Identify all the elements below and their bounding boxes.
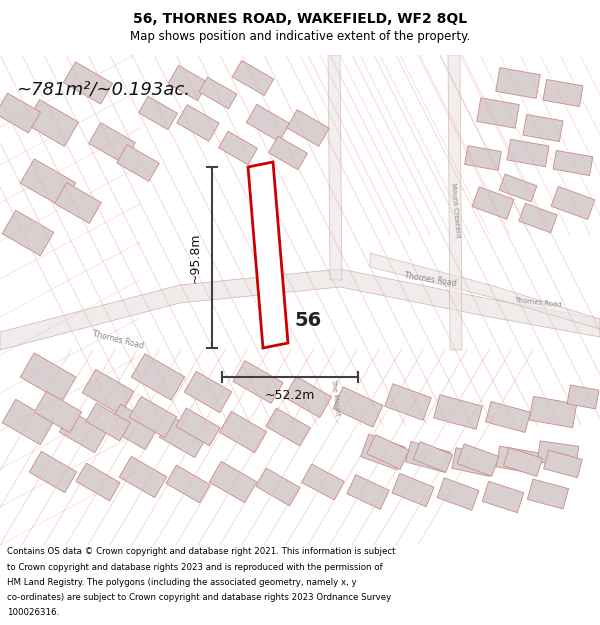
Polygon shape	[34, 391, 82, 432]
Polygon shape	[482, 481, 524, 512]
Polygon shape	[2, 399, 54, 445]
Polygon shape	[0, 93, 40, 133]
Polygon shape	[29, 451, 77, 493]
Polygon shape	[448, 55, 462, 350]
Polygon shape	[76, 463, 120, 501]
Polygon shape	[218, 131, 257, 165]
Text: Mount Crescent: Mount Crescent	[449, 182, 460, 238]
Polygon shape	[457, 444, 499, 476]
Polygon shape	[20, 353, 76, 401]
Polygon shape	[248, 162, 288, 348]
Polygon shape	[184, 371, 232, 413]
Polygon shape	[333, 387, 383, 427]
Polygon shape	[284, 376, 332, 418]
Text: 56: 56	[294, 311, 321, 329]
Polygon shape	[287, 109, 329, 146]
Text: 56, THORNES ROAD, WAKEFIELD, WF2 8QL: 56, THORNES ROAD, WAKEFIELD, WF2 8QL	[133, 12, 467, 26]
Polygon shape	[2, 210, 54, 256]
Text: 100026316.: 100026316.	[7, 608, 59, 618]
Polygon shape	[232, 61, 274, 96]
Polygon shape	[496, 68, 540, 98]
Polygon shape	[464, 146, 502, 170]
Polygon shape	[209, 461, 257, 503]
Text: ~95.8m: ~95.8m	[189, 232, 202, 282]
Text: Contains OS data © Crown copyright and database right 2021. This information is : Contains OS data © Crown copyright and d…	[7, 548, 396, 556]
Polygon shape	[406, 441, 451, 472]
Polygon shape	[117, 144, 159, 181]
Polygon shape	[477, 98, 519, 128]
Polygon shape	[485, 401, 530, 432]
Polygon shape	[168, 66, 208, 101]
Polygon shape	[59, 411, 107, 452]
Polygon shape	[86, 403, 130, 441]
Polygon shape	[527, 479, 569, 509]
Polygon shape	[544, 450, 583, 478]
Polygon shape	[256, 468, 300, 506]
Text: co-ordinates) are subject to Crown copyright and database rights 2023 Ordnance S: co-ordinates) are subject to Crown copyr…	[7, 593, 391, 602]
Polygon shape	[328, 55, 342, 280]
Polygon shape	[413, 442, 453, 472]
Polygon shape	[347, 474, 389, 509]
Text: The Mount: The Mount	[330, 378, 340, 416]
Polygon shape	[499, 174, 537, 202]
Polygon shape	[177, 104, 219, 141]
Text: Thornes Road: Thornes Road	[92, 329, 145, 351]
Polygon shape	[452, 448, 494, 476]
Polygon shape	[0, 269, 600, 350]
Polygon shape	[437, 478, 479, 510]
Polygon shape	[551, 186, 595, 219]
Polygon shape	[129, 396, 177, 437]
Polygon shape	[367, 434, 409, 469]
Text: to Crown copyright and database rights 2023 and is reproduced with the permissio: to Crown copyright and database rights 2…	[7, 562, 383, 572]
Polygon shape	[166, 465, 210, 503]
Polygon shape	[266, 408, 310, 446]
Polygon shape	[233, 361, 283, 403]
Polygon shape	[370, 253, 600, 329]
Polygon shape	[199, 77, 237, 109]
Polygon shape	[472, 187, 514, 219]
Text: ~52.2m: ~52.2m	[265, 389, 315, 402]
Text: Thornes Road: Thornes Road	[403, 271, 457, 289]
Polygon shape	[64, 62, 113, 104]
Polygon shape	[503, 448, 542, 476]
Text: Map shows position and indicative extent of the property.: Map shows position and indicative extent…	[130, 30, 470, 43]
Polygon shape	[385, 384, 431, 420]
Polygon shape	[82, 369, 134, 415]
Polygon shape	[529, 396, 577, 428]
Polygon shape	[246, 104, 290, 142]
Polygon shape	[139, 96, 178, 130]
Polygon shape	[219, 411, 267, 452]
Polygon shape	[26, 99, 79, 146]
Polygon shape	[496, 446, 540, 474]
Polygon shape	[523, 114, 563, 141]
Polygon shape	[507, 139, 549, 167]
Polygon shape	[89, 122, 136, 163]
Polygon shape	[361, 434, 406, 470]
Polygon shape	[119, 456, 167, 498]
Text: ~781m²/~0.193ac.: ~781m²/~0.193ac.	[16, 80, 190, 98]
Polygon shape	[20, 159, 76, 207]
Polygon shape	[302, 464, 344, 500]
Polygon shape	[434, 395, 482, 429]
Polygon shape	[159, 416, 207, 457]
Polygon shape	[55, 182, 101, 223]
Polygon shape	[131, 354, 185, 400]
Polygon shape	[269, 136, 307, 170]
Polygon shape	[567, 385, 599, 409]
Polygon shape	[553, 151, 593, 176]
Polygon shape	[392, 473, 434, 507]
Text: HM Land Registry. The polygons (including the associated geometry, namely x, y: HM Land Registry. The polygons (includin…	[7, 578, 357, 587]
Polygon shape	[176, 408, 220, 446]
Polygon shape	[537, 441, 579, 467]
Polygon shape	[543, 79, 583, 106]
Text: Thornes Road: Thornes Road	[514, 298, 562, 309]
Polygon shape	[107, 404, 159, 450]
Polygon shape	[519, 203, 557, 232]
